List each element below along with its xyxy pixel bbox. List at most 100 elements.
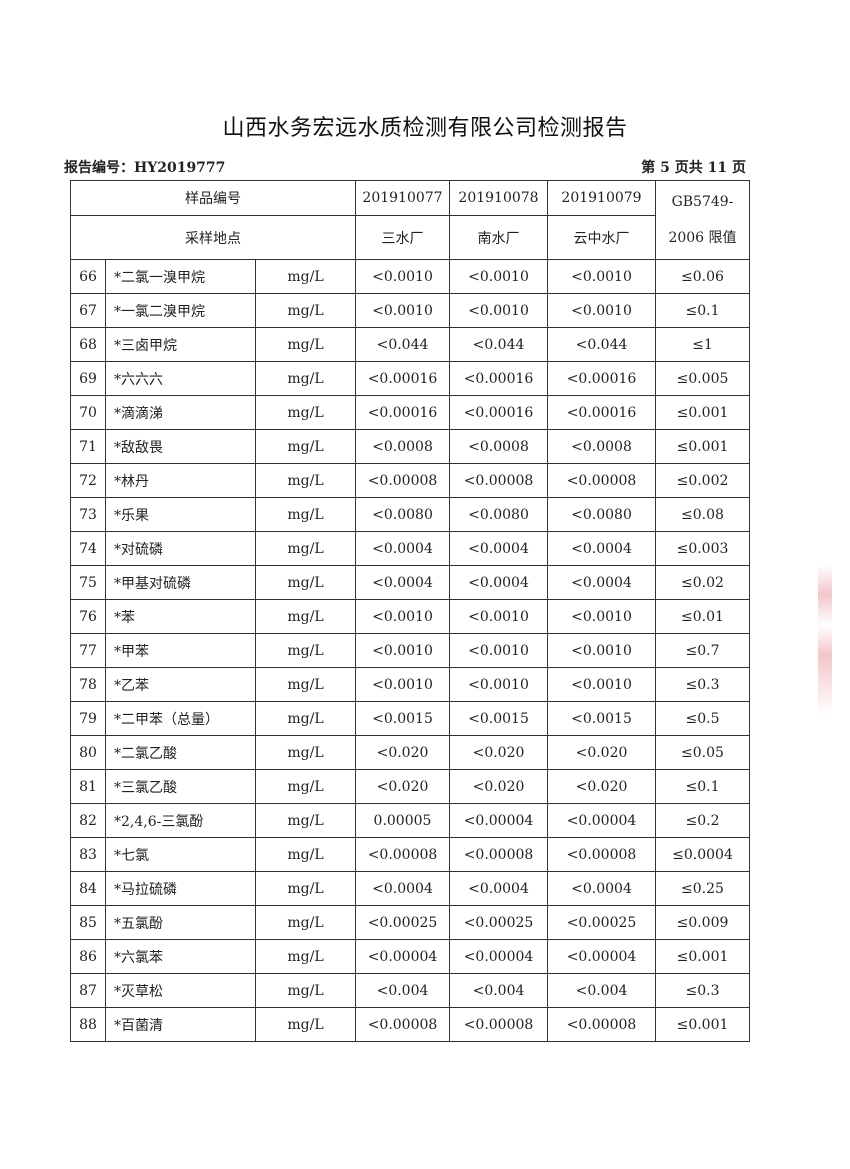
row-number: 68 [70,327,106,362]
result-value: <0.00008 [449,837,548,872]
result-value: <0.0010 [547,667,656,702]
row-number: 80 [70,735,106,770]
table-row: 85 *五氯酚 mg/L <0.00025 <0.00025 <0.00025 ≤0.009 [70,905,750,940]
result-value: <0.00016 [355,361,450,396]
result-value: <0.00008 [355,837,450,872]
result-value: <0.0010 [449,293,548,328]
limit-value: ≤0.05 [655,735,750,770]
limit-value: ≤1 [655,327,750,362]
parameter-name: *百菌清 [105,1007,256,1042]
table-row: 76 *苯 mg/L <0.0010 <0.0010 <0.0010 ≤0.01 [70,599,750,634]
limit-header-line1: GB5749- [671,194,734,210]
result-value: <0.00008 [547,1007,656,1042]
limit-value: ≤0.2 [655,803,750,838]
parameter-name: *七氯 [105,837,256,872]
row-number: 83 [70,837,106,872]
limit-value: ≤0.3 [655,973,750,1008]
result-value: <0.0015 [547,701,656,736]
limit-value: ≤0.02 [655,565,750,600]
result-value: <0.0010 [449,633,548,668]
unit: mg/L [255,293,356,328]
table-row: 81 *三氯乙酸 mg/L <0.020 <0.020 <0.020 ≤0.1 [70,769,750,804]
limit-header-line2: 2006 限值 [668,230,737,246]
row-number: 71 [70,429,106,464]
table-row: 73 *乐果 mg/L <0.0080 <0.0080 <0.0080 ≤0.08 [70,497,750,532]
row-number: 66 [70,259,106,294]
row-number: 86 [70,939,106,974]
parameter-name: *二氯一溴甲烷 [105,259,256,294]
result-value: <0.0008 [547,429,656,464]
result-value: <0.0080 [355,497,450,532]
unit: mg/L [255,429,356,464]
sample-no: 201910078 [449,180,548,216]
parameter-name: *甲苯 [105,633,256,668]
table-row: 80 *二氯乙酸 mg/L <0.020 <0.020 <0.020 ≤0.05 [70,735,750,770]
result-value: <0.0004 [355,565,450,600]
result-value: <0.0004 [547,531,656,566]
limit-value: ≤0.0004 [655,837,750,872]
row-number: 88 [70,1007,106,1042]
limit-value: ≤0.001 [655,429,750,464]
result-value: <0.00008 [547,463,656,498]
result-value: <0.00008 [355,463,450,498]
limit-value: ≤0.001 [655,395,750,430]
result-value: <0.00025 [355,905,450,940]
result-value: <0.0010 [355,667,450,702]
parameter-name: *二氯乙酸 [105,735,256,770]
table-row: 83 *七氯 mg/L <0.00008 <0.00008 <0.00008 ≤0.0004 [70,837,750,872]
table-row: 86 *六氯苯 mg/L <0.00004 <0.00004 <0.00004 ≤0.001 [70,939,750,974]
result-value: <0.0010 [547,259,656,294]
result-value: <0.0004 [547,565,656,600]
result-value: <0.00025 [449,905,548,940]
result-value: <0.00016 [449,395,548,430]
row-number: 79 [70,701,106,736]
result-value: <0.0010 [547,293,656,328]
parameter-name: *林丹 [105,463,256,498]
sample-no: 201910079 [547,180,656,216]
parameter-name: *滴滴涕 [105,395,256,430]
row-number: 72 [70,463,106,498]
result-value: <0.0008 [355,429,450,464]
result-value: <0.0015 [449,701,548,736]
result-value: <0.0004 [449,531,548,566]
result-value: <0.00004 [449,939,548,974]
parameter-name: *六六六 [105,361,256,396]
unit: mg/L [255,769,356,804]
parameter-name: *五氯酚 [105,905,256,940]
limit-value: ≤0.002 [655,463,750,498]
unit: mg/L [255,905,356,940]
table-row: 70 *滴滴涕 mg/L <0.00016 <0.00016 <0.00016 ≤0.001 [70,395,750,430]
parameter-name: *灭草松 [105,973,256,1008]
row-number: 73 [70,497,106,532]
unit: mg/L [255,667,356,702]
parameter-name: *二甲苯（总量） [105,701,256,736]
header-row-site: 采样地点 三水厂 南水厂 云中水厂 [70,215,750,260]
unit: mg/L [255,973,356,1008]
limit-value: ≤0.08 [655,497,750,532]
table-row: 67 *一氯二溴甲烷 mg/L <0.0010 <0.0010 <0.0010 ≤0.1 [70,293,750,328]
row-number: 85 [70,905,106,940]
parameter-name: *乙苯 [105,667,256,702]
unit: mg/L [255,939,356,974]
parameter-name: *对硫磷 [105,531,256,566]
unit: mg/L [255,803,356,838]
unit: mg/L [255,531,356,566]
parameter-name: *三氯乙酸 [105,769,256,804]
row-number: 75 [70,565,106,600]
unit: mg/L [255,701,356,736]
unit: mg/L [255,1007,356,1042]
result-value: <0.00016 [547,361,656,396]
table-row: 88 *百菌清 mg/L <0.00008 <0.00008 <0.00008 ≤0.001 [70,1007,750,1042]
result-value: <0.0004 [355,531,450,566]
table-row: 79 *二甲苯（总量） mg/L <0.0015 <0.0015 <0.0015 ≤0.5 [70,701,750,736]
result-value: <0.0010 [449,259,548,294]
table-row: 68 *三卤甲烷 mg/L <0.044 <0.044 <0.044 ≤1 [70,327,750,362]
result-value: <0.044 [547,327,656,362]
limit-value: ≤0.001 [655,939,750,974]
result-value: <0.0010 [355,633,450,668]
unit: mg/L [255,565,356,600]
result-value: <0.044 [449,327,548,362]
unit: mg/L [255,259,356,294]
site-name: 南水厂 [449,215,548,260]
result-value: <0.00004 [547,803,656,838]
